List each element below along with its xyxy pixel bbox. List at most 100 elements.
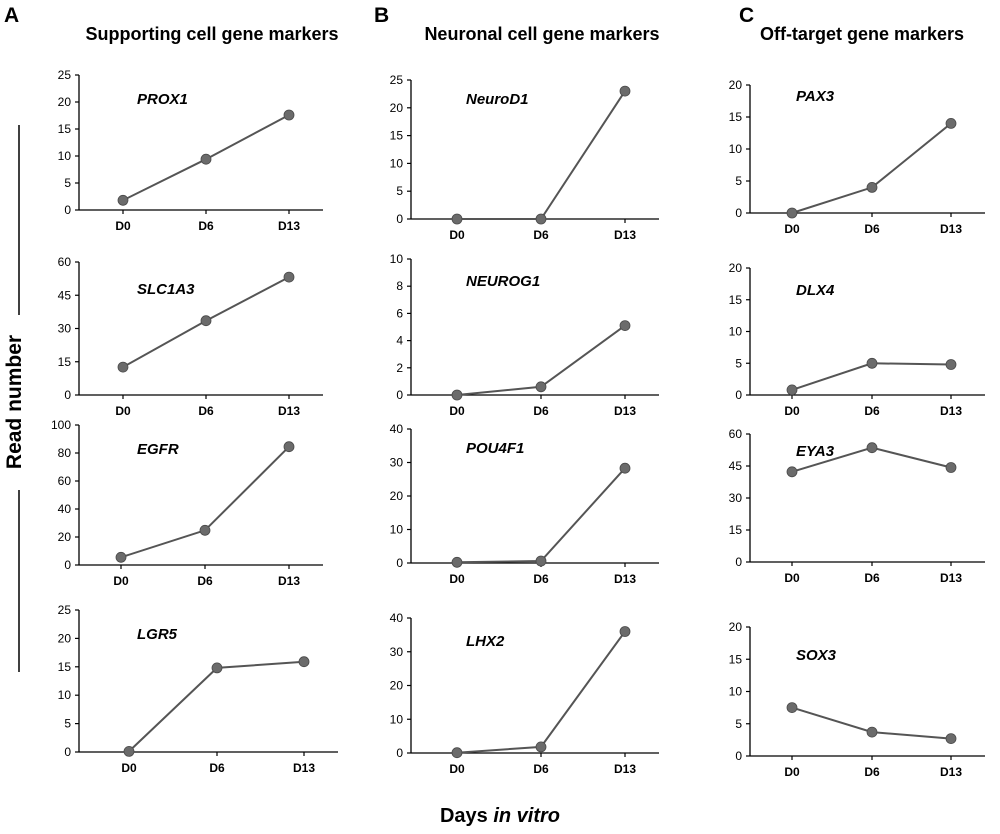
gene-label-sox3: SOX3: [796, 647, 837, 664]
y-tick-label-pou4f1-30: 30: [390, 456, 404, 470]
y-tick-label-eya3-45: 45: [729, 459, 743, 473]
gene-label-lgr5: LGR5: [137, 626, 178, 643]
x-tick-label-pou4f1-d0: D0: [449, 572, 465, 586]
y-tick-label-neurog1-0: 0: [396, 388, 403, 402]
y-tick-label-pou4f1-20: 20: [390, 489, 404, 503]
y-tick-label-egfr-40: 40: [58, 502, 72, 516]
y-axis-label: Read number: [3, 335, 26, 469]
data-point-sox3-d0: [786, 702, 798, 713]
y-tick-label-neurog1-4: 4: [396, 334, 403, 348]
y-tick-label-sox3-15: 15: [729, 652, 743, 666]
data-point-lgr5-d0: [123, 746, 135, 757]
chart-eya3: 0 15 30 45 60 D0 D6 D13 EYA3: [729, 427, 985, 585]
y-tick-label-pax3-5: 5: [735, 174, 742, 188]
x-axis-label: Days in vitro: [440, 805, 560, 827]
y-tick-label-neurod1-0: 0: [396, 212, 403, 226]
data-point-slc1a3-d6: [200, 315, 212, 327]
y-tick-label-lhx2-0: 0: [396, 746, 403, 760]
y-tick-label-egfr-0: 0: [64, 558, 71, 572]
y-tick-label-neurod1-25: 25: [390, 73, 404, 87]
y-tick-label-egfr-100: 100: [51, 418, 71, 432]
data-point-lgr5-d13: [298, 656, 310, 668]
y-tick-label-slc1a3-15: 15: [58, 355, 72, 369]
y-tick-label-neurod1-20: 20: [390, 101, 404, 115]
chart-lhx2: 0 10 20 30 40 D0 D6 D13 LHX2: [390, 611, 659, 776]
x-tick-label-sox3-d6: D6: [864, 765, 880, 779]
x-tick-label-prox1-d0: D0: [115, 219, 131, 233]
data-point-dlx4-d6: [866, 357, 878, 369]
data-point-slc1a3-d0: [117, 361, 129, 373]
y-tick-label-egfr-80: 80: [58, 446, 72, 460]
data-point-pou4f1-d13: [619, 462, 631, 474]
y-tick-label-sox3-0: 0: [735, 749, 742, 763]
gene-label-lhx2: LHX2: [466, 633, 505, 650]
y-tick-label-lhx2-20: 20: [390, 679, 404, 693]
data-point-slc1a3-d13: [283, 271, 295, 283]
y-tick-label-dlx4-10: 10: [729, 325, 743, 339]
series-line-lgr5: [128, 660, 305, 753]
data-point-pou4f1-d0: [451, 556, 463, 568]
y-tick-label-slc1a3-0: 0: [64, 388, 71, 402]
data-point-egfr-d0: [115, 551, 127, 563]
x-tick-label-slc1a3-d0: D0: [115, 404, 131, 418]
panel-letter-b: B: [374, 4, 389, 27]
y-tick-label-dlx4-5: 5: [735, 356, 742, 370]
gene-label-neurog1: NEUROG1: [466, 273, 540, 290]
y-tick-label-neurog1-6: 6: [396, 306, 403, 320]
x-tick-label-sox3-d13: D13: [940, 765, 962, 779]
chart-slc1a3: 0 15 30 45 60 D0 D6 D13 SLC1A3: [58, 255, 323, 418]
y-tick-label-slc1a3-30: 30: [58, 322, 72, 336]
data-point-dlx4-d13: [945, 359, 957, 370]
panel-title-b: Neuronal cell gene markers: [424, 24, 659, 44]
panel-title-c: Off-target gene markers: [760, 24, 964, 44]
data-point-prox1-d0: [117, 194, 129, 206]
data-point-lhx2-d13: [619, 626, 631, 637]
y-tick-label-neurod1-10: 10: [390, 156, 404, 170]
data-point-dlx4-d0: [786, 384, 798, 396]
x-tick-label-lhx2-d6: D6: [533, 762, 549, 776]
y-tick-label-lgr5-25: 25: [58, 603, 72, 617]
data-point-pou4f1-d6: [535, 555, 547, 567]
x-tick-label-neurog1-d6: D6: [533, 404, 549, 418]
x-tick-label-lgr5-d13: D13: [293, 761, 315, 775]
data-point-pax3-d6: [866, 181, 878, 193]
y-tick-label-neurog1-10: 10: [390, 252, 404, 266]
y-tick-label-lgr5-10: 10: [58, 688, 72, 702]
data-point-eya3-d0: [786, 466, 798, 478]
y-tick-label-prox1-10: 10: [58, 149, 72, 163]
x-tick-label-prox1-d13: D13: [278, 219, 300, 233]
x-tick-label-pax3-d0: D0: [784, 222, 800, 236]
panel-letter-a: A: [4, 4, 19, 27]
y-tick-label-sox3-10: 10: [729, 685, 743, 699]
y-tick-label-prox1-0: 0: [64, 203, 71, 217]
y-tick-label-eya3-30: 30: [729, 491, 743, 505]
chart-neurod1: 0 5 10 15 20 25 D0 D6 D13 NeuroD1: [390, 73, 659, 242]
data-point-sox3-d6: [866, 726, 878, 738]
data-point-neurod1-d6: [535, 213, 547, 225]
panel-letter-c: C: [739, 4, 754, 27]
y-tick-label-eya3-15: 15: [729, 523, 743, 537]
chart-neurog1: 0 2 4 6 8 10 D0 D6 D13 NEUROG1: [390, 252, 659, 418]
y-tick-label-prox1-5: 5: [64, 176, 71, 190]
y-tick-label-dlx4-20: 20: [729, 261, 743, 275]
x-tick-label-neurod1-d0: D0: [449, 228, 465, 242]
x-tick-label-slc1a3-d13: D13: [278, 404, 300, 418]
data-point-sox3-d13: [945, 733, 957, 744]
x-tick-label-neurog1-d13: D13: [614, 404, 636, 418]
x-tick-label-dlx4-d6: D6: [864, 404, 880, 418]
y-tick-label-pou4f1-10: 10: [390, 523, 404, 537]
x-tick-label-pax3-d6: D6: [864, 222, 880, 236]
y-tick-label-prox1-15: 15: [58, 122, 72, 136]
x-tick-label-lgr5-d6: D6: [209, 761, 225, 775]
series-line-pou4f1: [456, 467, 626, 564]
x-tick-label-eya3-d0: D0: [784, 571, 800, 585]
x-tick-label-egfr-d0: D0: [113, 574, 129, 588]
data-point-lhx2-d6: [535, 741, 547, 753]
data-point-neurod1-d0: [451, 213, 463, 225]
chart-sox3: 0 5 10 15 20 D0 D6 D13 SOX3: [729, 620, 985, 779]
gene-label-pax3: PAX3: [796, 88, 835, 105]
y-tick-label-lgr5-0: 0: [64, 745, 71, 759]
chart-dlx4: 0 5 10 15 20 D0 D6 D13 DLX4: [729, 261, 985, 418]
chart-prox1: 0 5 10 15 20 25 D0 D6 D13 PROX1: [58, 68, 323, 233]
